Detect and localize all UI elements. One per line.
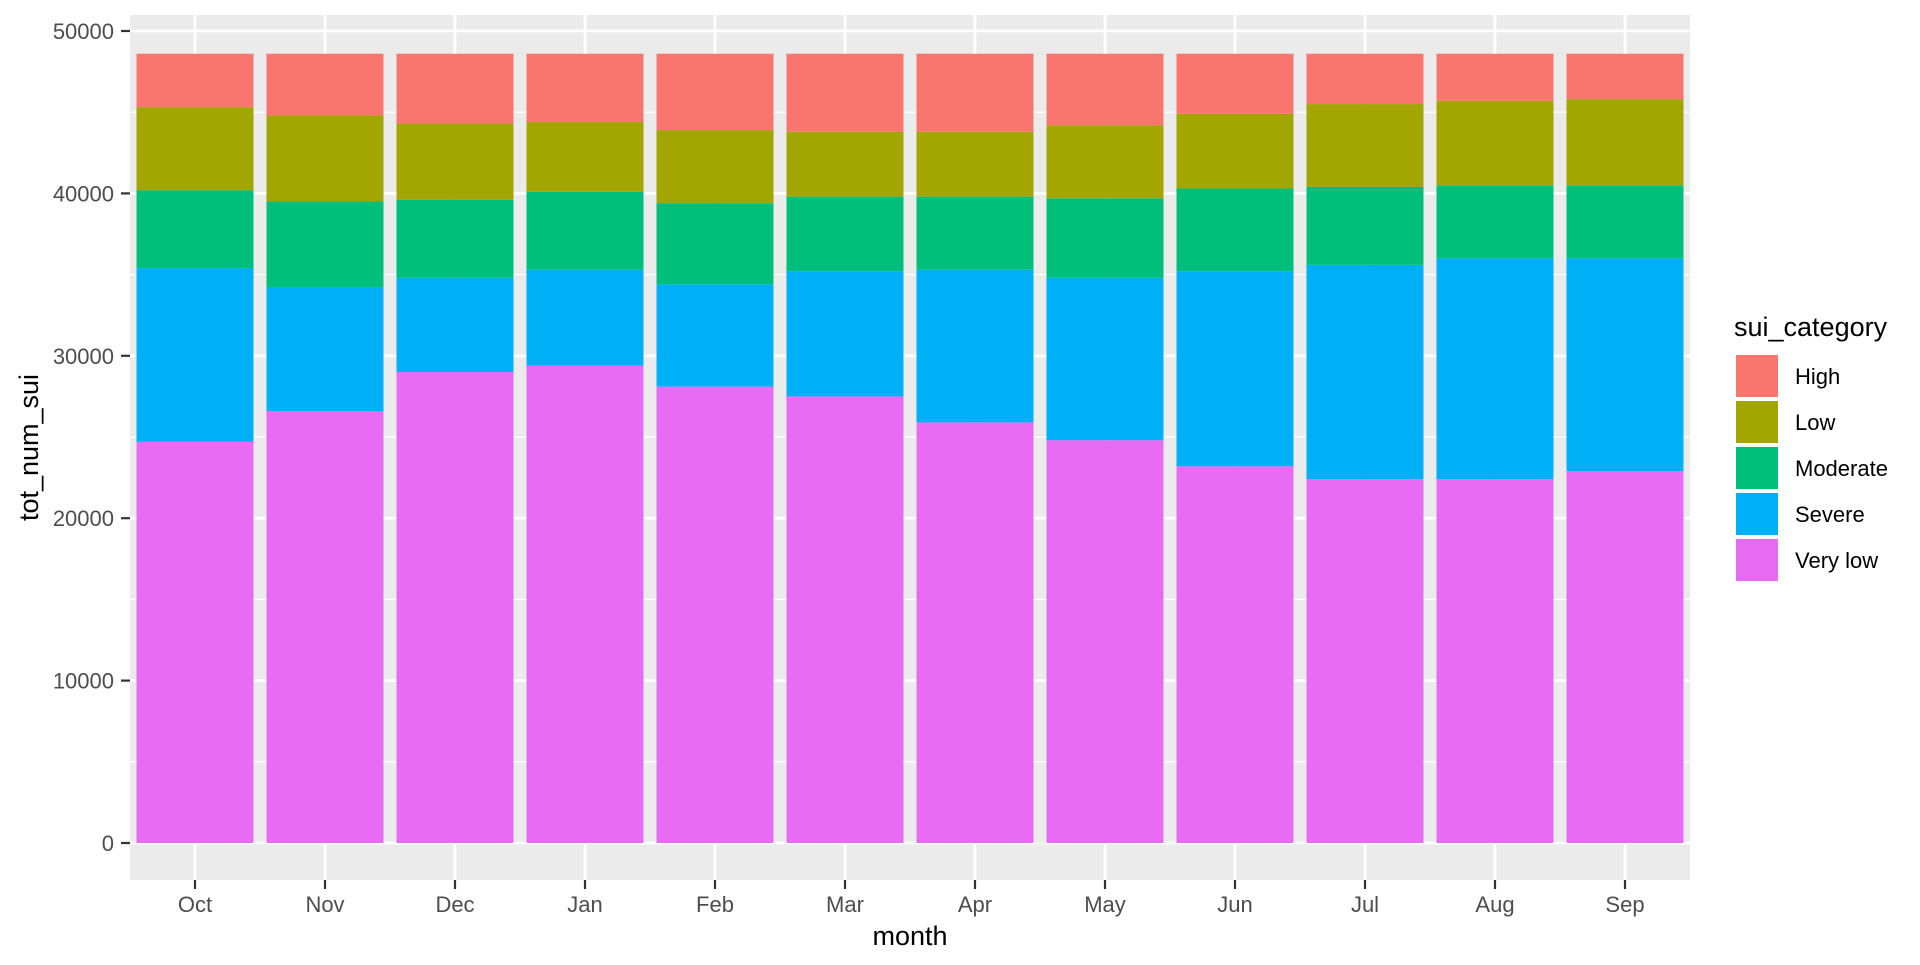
x-tick-label: Nov bbox=[305, 892, 344, 917]
bar-segment-may-very-low bbox=[1046, 440, 1164, 843]
legend: sui_category High Low Moderate Severe Very l… bbox=[1734, 312, 1888, 583]
bar-segment-jan-high bbox=[526, 53, 644, 122]
legend-key-very-low bbox=[1734, 537, 1780, 583]
bar-segment-mar-severe bbox=[786, 271, 904, 397]
legend-label-severe: Severe bbox=[1795, 502, 1865, 527]
x-tick-label: Mar bbox=[826, 892, 864, 917]
bar-segment-may-moderate bbox=[1046, 198, 1164, 278]
bar-segment-oct-very-low bbox=[136, 441, 254, 843]
legend-label-high: High bbox=[1795, 364, 1840, 389]
bar-segment-nov-very-low bbox=[266, 411, 384, 843]
y-tick-label: 40000 bbox=[53, 181, 114, 206]
y-tick-label: 10000 bbox=[53, 669, 114, 694]
bar-segment-nov-severe bbox=[266, 287, 384, 412]
bar-segment-dec-very-low bbox=[396, 372, 514, 843]
bar-segment-nov-moderate bbox=[266, 201, 384, 288]
bar-segment-dec-severe bbox=[396, 277, 514, 373]
bar-segment-jun-very-low bbox=[1176, 466, 1294, 843]
legend-key-high bbox=[1734, 353, 1780, 399]
bar-segment-may-low bbox=[1046, 125, 1164, 199]
bar-segment-nov-high bbox=[266, 53, 384, 116]
bar-segment-jul-high bbox=[1306, 53, 1424, 105]
bar-segment-sep-severe bbox=[1566, 258, 1684, 472]
bar-segment-feb-moderate bbox=[656, 203, 774, 285]
bar-segment-jan-severe bbox=[526, 269, 644, 366]
bar-segment-feb-high bbox=[656, 53, 774, 131]
legend-label-moderate: Moderate bbox=[1795, 456, 1888, 481]
x-tick-label: Jul bbox=[1351, 892, 1379, 917]
x-tick-label: Oct bbox=[178, 892, 212, 917]
bar-segment-mar-moderate bbox=[786, 196, 904, 272]
bar-segment-jul-severe bbox=[1306, 264, 1424, 480]
bar-segment-apr-moderate bbox=[916, 196, 1034, 270]
y-axis-title: tot_num_sui bbox=[14, 374, 44, 521]
bar-segment-feb-low bbox=[656, 130, 774, 204]
x-axis-title: month bbox=[872, 921, 947, 951]
bar-segment-jan-moderate bbox=[526, 191, 644, 270]
bar-segment-feb-severe bbox=[656, 284, 774, 387]
x-tick-label: Jun bbox=[1217, 892, 1252, 917]
bar-segment-mar-low bbox=[786, 131, 904, 197]
bar-segment-oct-high bbox=[136, 53, 254, 108]
bar-segment-aug-severe bbox=[1436, 258, 1554, 480]
x-tick-label: Sep bbox=[1605, 892, 1644, 917]
bar-segment-nov-low bbox=[266, 115, 384, 202]
bar-segment-aug-high bbox=[1436, 53, 1554, 101]
bar-segment-may-severe bbox=[1046, 277, 1164, 441]
bar-segment-oct-moderate bbox=[136, 190, 254, 269]
bar-segment-jan-low bbox=[526, 121, 644, 192]
bar-segment-oct-severe bbox=[136, 268, 254, 442]
plot-panel bbox=[130, 15, 1690, 880]
bar-segment-mar-very-low bbox=[786, 396, 904, 843]
x-tick-label: Feb bbox=[696, 892, 734, 917]
legend-key-low bbox=[1734, 399, 1780, 445]
legend-label-very-low: Very low bbox=[1795, 548, 1878, 573]
bar-segment-dec-low bbox=[396, 123, 514, 200]
y-axis: 0 10000 20000 30000 40000 50000 bbox=[53, 19, 130, 856]
bar-segment-jun-high bbox=[1176, 53, 1294, 114]
x-tick-label: Apr bbox=[958, 892, 992, 917]
bar-segment-dec-moderate bbox=[396, 199, 514, 278]
bar-segment-apr-very-low bbox=[916, 422, 1034, 843]
legend-title: sui_category bbox=[1734, 312, 1888, 342]
bar-segment-sep-low bbox=[1566, 99, 1684, 186]
y-tick-label: 30000 bbox=[53, 344, 114, 369]
bar-segment-may-high bbox=[1046, 53, 1164, 126]
bar-segment-sep-very-low bbox=[1566, 471, 1684, 843]
bar-segment-oct-low bbox=[136, 107, 254, 191]
bar-segment-sep-moderate bbox=[1566, 185, 1684, 259]
y-tick-label: 20000 bbox=[53, 506, 114, 531]
x-tick-label: Aug bbox=[1475, 892, 1514, 917]
bar-segment-jun-severe bbox=[1176, 271, 1294, 467]
x-axis: Oct Nov Dec Jan Feb Mar Apr May Jun Jul Aug Sep bbox=[178, 880, 1645, 917]
bar-segment-jun-low bbox=[1176, 113, 1294, 189]
bar-segment-feb-very-low bbox=[656, 386, 774, 843]
bar-segment-apr-severe bbox=[916, 269, 1034, 423]
bar-segment-apr-high bbox=[916, 53, 1034, 132]
legend-key-severe bbox=[1734, 491, 1780, 537]
bar-segment-aug-low bbox=[1436, 100, 1554, 186]
bars bbox=[136, 53, 1684, 843]
legend-label-low: Low bbox=[1795, 410, 1835, 435]
bar-segment-sep-high bbox=[1566, 53, 1684, 100]
bar-segment-jul-moderate bbox=[1306, 186, 1424, 265]
bar-segment-aug-very-low bbox=[1436, 479, 1554, 843]
x-tick-label: Dec bbox=[435, 892, 474, 917]
bar-segment-mar-high bbox=[786, 53, 904, 132]
bar-segment-dec-high bbox=[396, 53, 514, 124]
x-tick-label: Jan bbox=[567, 892, 602, 917]
bar-segment-jun-moderate bbox=[1176, 188, 1294, 272]
bar-segment-apr-low bbox=[916, 131, 1034, 197]
bar-segment-jan-very-low bbox=[526, 365, 644, 843]
bar-segment-jul-very-low bbox=[1306, 479, 1424, 843]
x-tick-label: May bbox=[1084, 892, 1126, 917]
bar-segment-aug-moderate bbox=[1436, 185, 1554, 259]
grid-minor bbox=[130, 111, 1690, 763]
bar-segment-jul-low bbox=[1306, 104, 1424, 187]
y-tick-label: 0 bbox=[102, 831, 114, 856]
legend-key-moderate bbox=[1734, 445, 1780, 491]
y-tick-label: 50000 bbox=[53, 19, 114, 44]
